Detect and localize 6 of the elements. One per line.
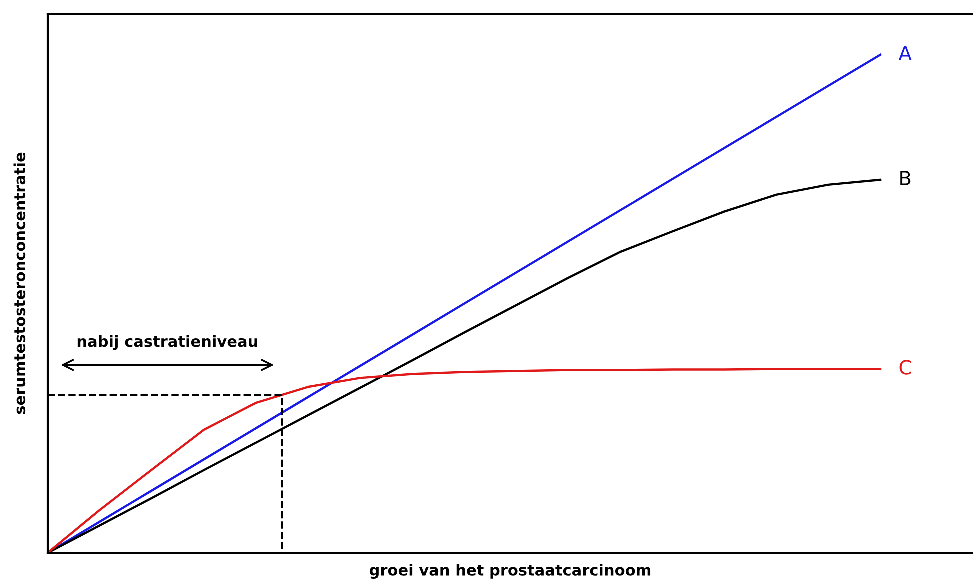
series-label: B: [900, 171, 911, 186]
x-axis-title: groei van het prostaatcarcinoom: [370, 564, 651, 580]
series-label: A: [898, 46, 912, 60]
series-label: C: [900, 360, 912, 375]
annotation: nabij castratieniveau: [78, 335, 258, 350]
y-axis-title: serumtestosteronconcentratie: [14, 152, 26, 414]
